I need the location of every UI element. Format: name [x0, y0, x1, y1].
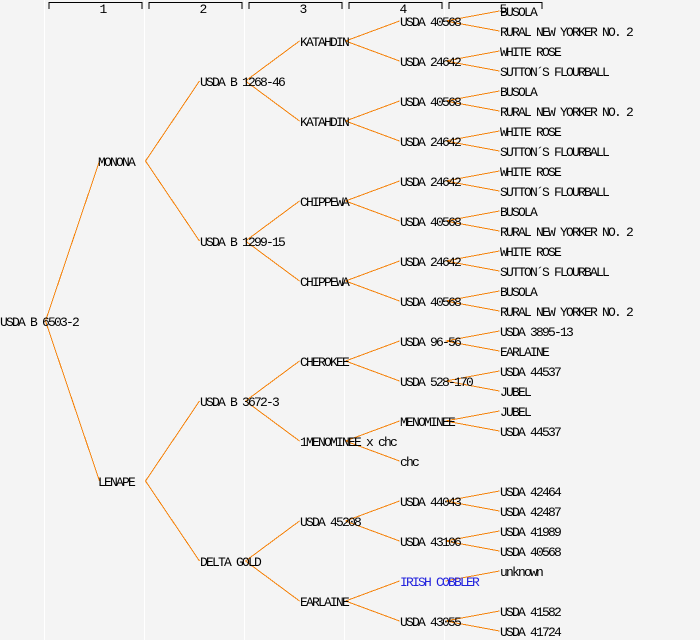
svg-text:USDA 44537: USDA 44537: [500, 365, 561, 380]
svg-text:WHITE ROSE: WHITE ROSE: [500, 45, 562, 60]
svg-text:USDA 3895-13: USDA 3895-13: [500, 325, 573, 340]
svg-text:RURAL NEW YORKER NO. 2: RURAL NEW YORKER NO. 2: [500, 225, 633, 240]
svg-text:USDA 24642: USDA 24642: [400, 175, 461, 190]
svg-text:USDA 42464: USDA 42464: [500, 485, 562, 500]
svg-text:5: 5: [499, 2, 506, 17]
svg-text:USDA 40568: USDA 40568: [400, 215, 461, 230]
svg-text:USDA 41724: USDA 41724: [500, 625, 562, 640]
svg-text:USDA 40568: USDA 40568: [400, 295, 461, 310]
svg-text:MENOMINEE: MENOMINEE: [400, 415, 456, 430]
svg-text:RURAL NEW YORKER NO. 2: RURAL NEW YORKER NO. 2: [500, 105, 633, 120]
svg-text:3: 3: [299, 2, 306, 17]
svg-text:WHITE ROSE: WHITE ROSE: [500, 125, 562, 140]
svg-text:USDA 44537: USDA 44537: [500, 425, 561, 440]
svg-text:IRISH COBBLER: IRISH COBBLER: [400, 575, 480, 590]
svg-text:2: 2: [199, 2, 206, 17]
svg-text:KATAHDIN: KATAHDIN: [300, 35, 349, 50]
svg-text:SUTTON´S FLOURBALL: SUTTON´S FLOURBALL: [500, 265, 609, 280]
svg-text:USDA 40568: USDA 40568: [400, 15, 461, 30]
svg-text:USDA 43106: USDA 43106: [400, 535, 461, 550]
svg-text:MONONA: MONONA: [98, 155, 136, 170]
svg-text:USDA 96-56: USDA 96-56: [400, 335, 461, 350]
svg-text:SUTTON´S FLOURBALL: SUTTON´S FLOURBALL: [500, 65, 609, 80]
svg-text:CHIPPEWA: CHIPPEWA: [300, 275, 350, 290]
svg-text:SUTTON´S FLOURBALL: SUTTON´S FLOURBALL: [500, 145, 609, 160]
svg-text:BUSOLA: BUSOLA: [500, 205, 538, 220]
svg-text:unknown: unknown: [500, 565, 543, 580]
svg-text:BUSOLA: BUSOLA: [500, 285, 538, 300]
svg-text:USDA 42487: USDA 42487: [500, 505, 561, 520]
svg-text:USDA 44043: USDA 44043: [400, 495, 461, 510]
svg-text:USDA 24642: USDA 24642: [400, 135, 461, 150]
svg-text:USDA B 3672-3: USDA B 3672-3: [200, 395, 279, 410]
svg-text:RURAL NEW YORKER NO. 2: RURAL NEW YORKER NO. 2: [500, 25, 633, 40]
svg-text:1MENOMINEE x chc: 1MENOMINEE x chc: [300, 435, 397, 450]
svg-text:USDA B 1268-46: USDA B 1268-46: [200, 75, 285, 90]
svg-text:EARLAINE: EARLAINE: [500, 345, 550, 360]
svg-text:JUBEL: JUBEL: [500, 405, 531, 420]
svg-text:RURAL NEW YORKER NO. 2: RURAL NEW YORKER NO. 2: [500, 305, 633, 320]
svg-text:LENAPE: LENAPE: [98, 475, 136, 490]
svg-text:BUSOLA: BUSOLA: [500, 5, 538, 20]
svg-text:USDA B 1299-15: USDA B 1299-15: [200, 235, 285, 250]
svg-text:USDA 41989: USDA 41989: [500, 525, 561, 540]
svg-text:1: 1: [99, 2, 107, 17]
svg-text:USDA 41582: USDA 41582: [500, 605, 561, 620]
svg-text:USDA 24642: USDA 24642: [400, 255, 461, 270]
svg-text:USDA 43055: USDA 43055: [400, 615, 461, 630]
svg-text:chc: chc: [400, 455, 419, 470]
svg-text:4: 4: [399, 2, 407, 17]
svg-text:CHIPPEWA: CHIPPEWA: [300, 195, 350, 210]
svg-text:WHITE ROSE: WHITE ROSE: [500, 165, 562, 180]
svg-text:USDA 40568: USDA 40568: [400, 95, 461, 110]
svg-text:DELTA GOLD: DELTA GOLD: [200, 555, 262, 570]
svg-text:CHEROKEE: CHEROKEE: [300, 355, 350, 370]
svg-text:WHITE ROSE: WHITE ROSE: [500, 245, 562, 260]
svg-text:SUTTON´S FLOURBALL: SUTTON´S FLOURBALL: [500, 185, 609, 200]
svg-text:KATAHDIN: KATAHDIN: [300, 115, 349, 130]
svg-text:USDA 45208: USDA 45208: [300, 515, 361, 530]
svg-text:JUBEL: JUBEL: [500, 385, 531, 400]
svg-text:USDA 24642: USDA 24642: [400, 55, 461, 70]
svg-text:USDA 528-170: USDA 528-170: [400, 375, 473, 390]
svg-text:EARLAINE: EARLAINE: [300, 595, 350, 610]
svg-text:USDA B 6503-2: USDA B 6503-2: [0, 315, 79, 330]
svg-text:USDA 40568: USDA 40568: [500, 545, 561, 560]
svg-text:BUSOLA: BUSOLA: [500, 85, 538, 100]
